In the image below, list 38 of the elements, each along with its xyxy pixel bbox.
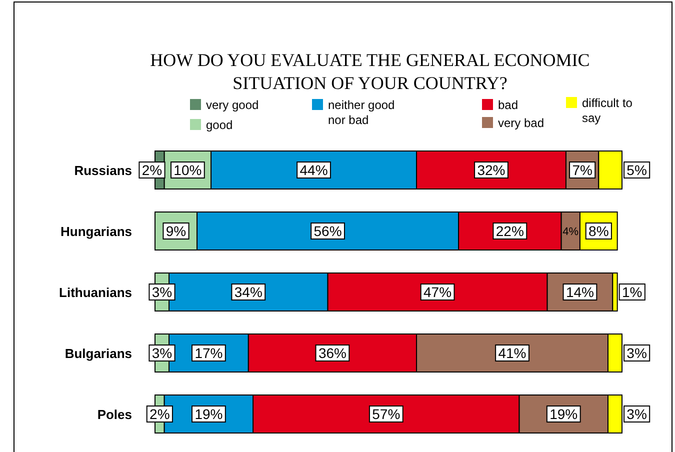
data-label: 56% — [314, 223, 342, 239]
data-label: 3% — [152, 284, 172, 300]
y-tick-label: Hungarians — [60, 224, 132, 239]
data-label: 2% — [142, 162, 162, 178]
data-label: 2% — [150, 406, 170, 422]
data-label: 8% — [588, 223, 609, 239]
data-label: 47% — [424, 284, 452, 300]
y-tick-label: Lithuanians — [59, 285, 132, 300]
legend-label: good — [206, 118, 233, 132]
data-label: 14% — [566, 284, 594, 300]
legend-label: difficult to say — [582, 96, 633, 125]
legend-label: very good — [206, 98, 259, 112]
data-label: 19% — [550, 406, 578, 422]
y-tick-label: Russians — [74, 163, 132, 178]
data-label: 4% — [562, 226, 579, 238]
legend-label: neither good nor bad — [328, 98, 395, 127]
data-label: 10% — [174, 162, 202, 178]
data-label: 32% — [477, 162, 506, 178]
y-tick-label: Poles — [97, 407, 132, 422]
data-label: 36% — [318, 345, 346, 361]
data-label: 7% — [572, 162, 592, 178]
data-label: 9% — [166, 223, 186, 239]
data-label: 41% — [498, 345, 526, 361]
chart-title: HOW DO YOU EVALUATE THE GENERAL ECONOMIC SITUATION OF YOUR COUNTRY? — [150, 50, 590, 93]
data-label: 3% — [626, 345, 647, 361]
data-label: 19% — [194, 406, 223, 422]
data-label: 34% — [234, 284, 262, 300]
data-label: 5% — [626, 162, 647, 178]
data-label: 3% — [152, 345, 172, 361]
data-label: 57% — [372, 406, 400, 422]
y-tick-label: Bulgarians — [64, 346, 132, 361]
data-label: 1% — [622, 284, 642, 300]
data-label: 22% — [496, 223, 524, 239]
legend-label: very bad — [498, 116, 544, 130]
data-label: 44% — [300, 162, 328, 178]
data-label: 17% — [194, 345, 223, 361]
data-label: 3% — [626, 406, 647, 422]
legend-label: bad — [498, 98, 518, 112]
